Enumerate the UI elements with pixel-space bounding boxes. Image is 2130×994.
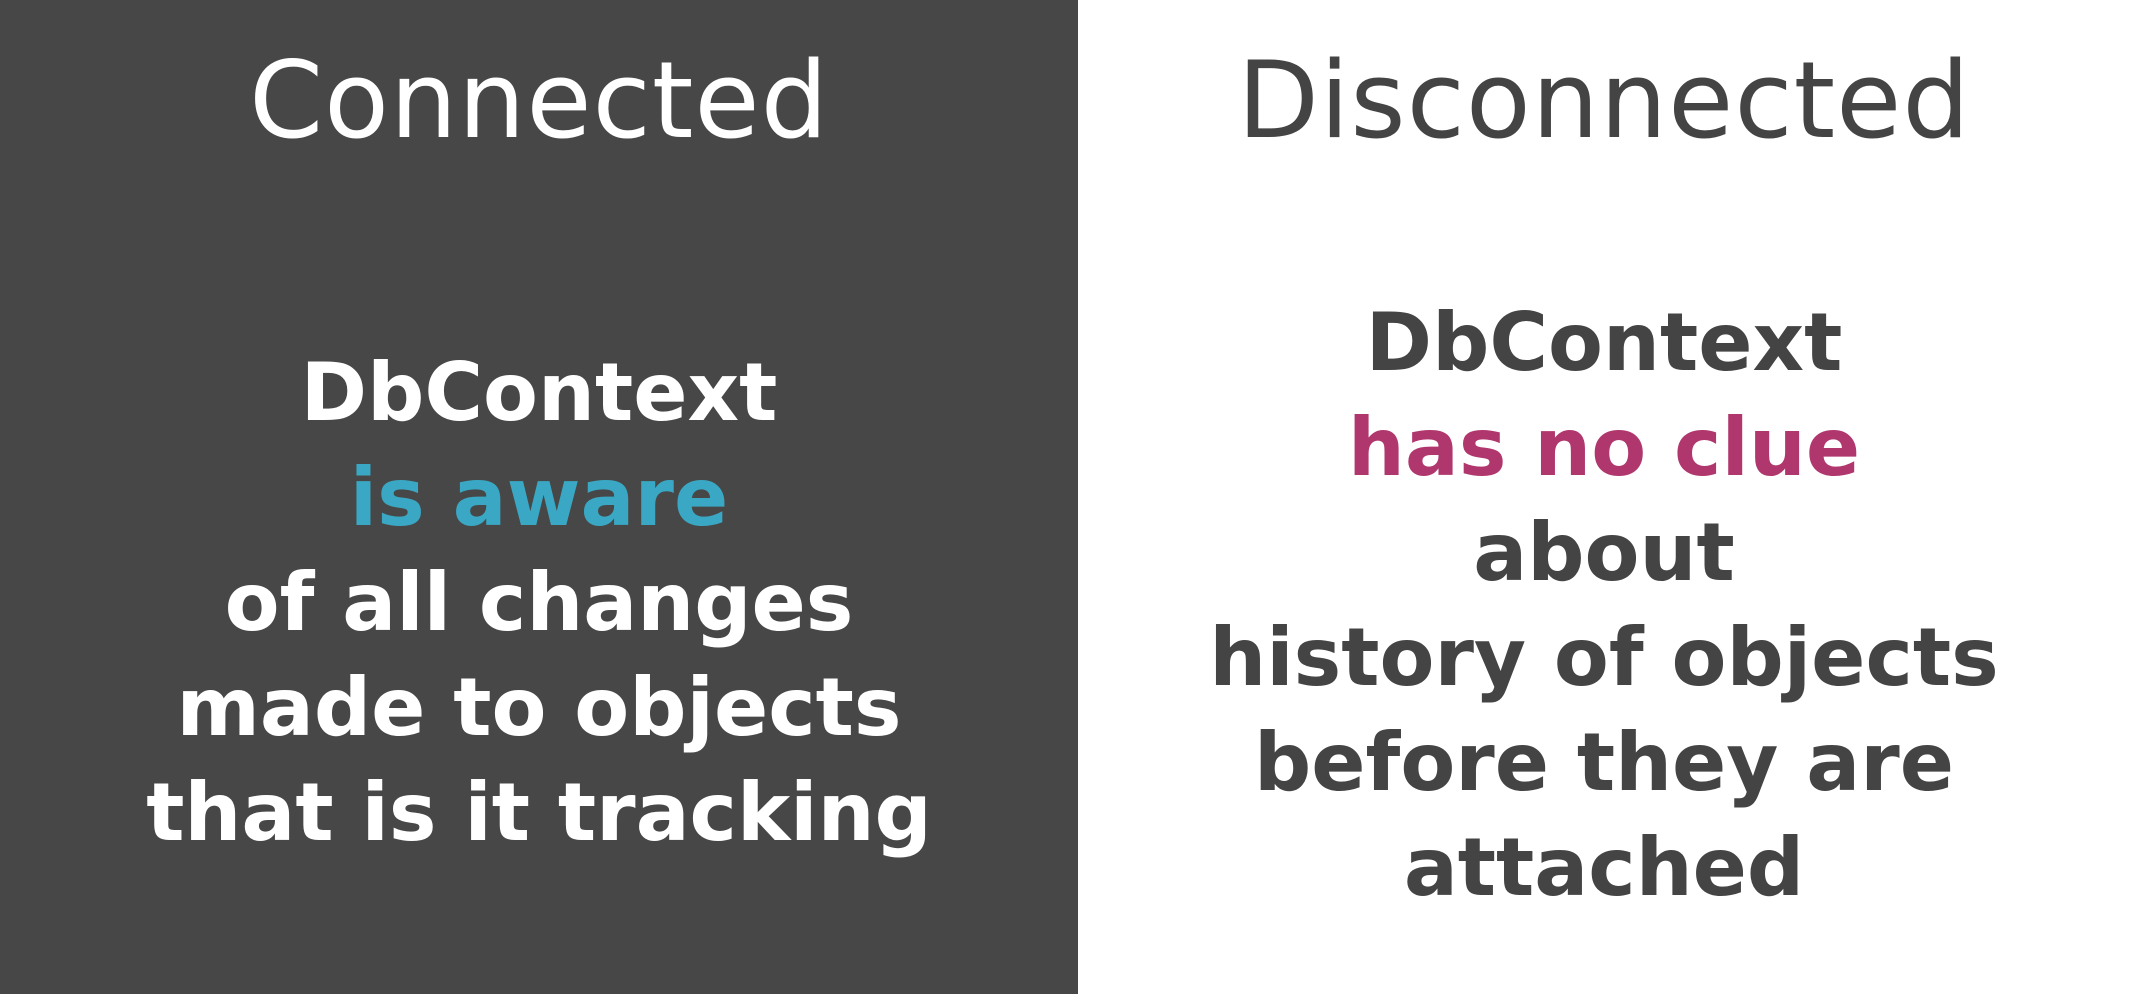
connected-description: DbContext is aware of all changes made t… bbox=[0, 340, 1078, 865]
disconnected-panel: Disconnected DbContext has no clue about… bbox=[1078, 0, 2130, 994]
disconnected-line-1: DbContext bbox=[1365, 296, 1843, 389]
disconnected-line-3: about bbox=[1473, 506, 1735, 599]
disconnected-line-4: history of objects bbox=[1209, 611, 1999, 704]
connected-highlight: is aware bbox=[349, 451, 729, 544]
connected-heading: Connected bbox=[249, 39, 829, 162]
connected-line-3: of all changes bbox=[224, 556, 854, 649]
disconnected-line-6: attached bbox=[1403, 821, 1805, 914]
connected-line-1: DbContext bbox=[300, 346, 778, 439]
connected-panel: Connected DbContext is aware of all chan… bbox=[0, 0, 1078, 994]
disconnected-description: DbContext has no clue about history of o… bbox=[1078, 290, 2130, 920]
disconnected-line-5: before they are bbox=[1254, 716, 1954, 809]
connected-line-5: that is it tracking bbox=[146, 766, 932, 859]
disconnected-heading: Disconnected bbox=[1237, 39, 1971, 162]
disconnected-highlight: has no clue bbox=[1347, 401, 1861, 494]
connected-line-4: made to objects bbox=[176, 661, 902, 754]
